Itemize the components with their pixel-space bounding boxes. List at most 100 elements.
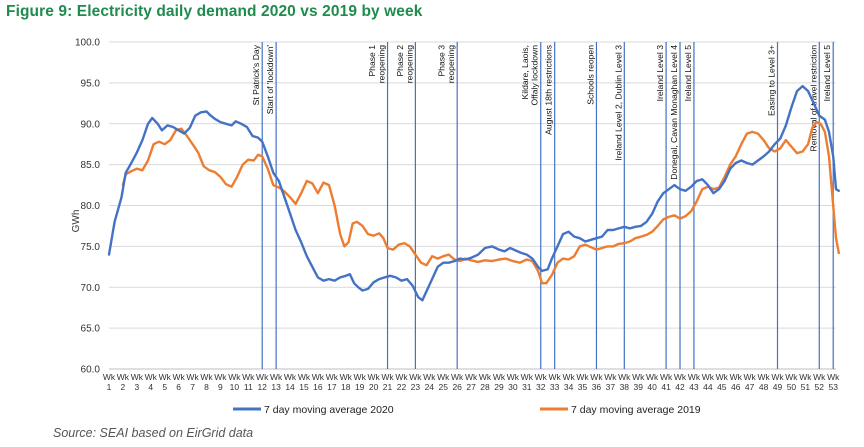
- x-tick-label: 37: [606, 382, 616, 392]
- x-tick-label: 13: [271, 382, 281, 392]
- x-tick-prefix: Wk: [242, 372, 255, 382]
- x-tick-label: 32: [536, 382, 546, 392]
- event-annotation-label: Schools reopen: [585, 45, 595, 105]
- x-tick-prefix: Wk: [409, 372, 422, 382]
- x-tick-prefix: Wk: [381, 372, 394, 382]
- y-tick-label: 80.0: [81, 201, 101, 212]
- event-annotation-label: reopening: [377, 45, 387, 83]
- x-tick-label: 30: [508, 382, 518, 392]
- y-tick-label: 90.0: [81, 119, 101, 130]
- x-tick-prefix: Wk: [813, 372, 826, 382]
- x-tick-prefix: Wk: [423, 372, 436, 382]
- x-tick-label: 36: [592, 382, 602, 392]
- x-tick-label: 34: [564, 382, 574, 392]
- x-tick-prefix: Wk: [535, 372, 548, 382]
- x-tick-label: 9: [218, 382, 223, 392]
- x-tick-label: 43: [689, 382, 699, 392]
- x-tick-prefix: Wk: [632, 372, 645, 382]
- x-tick-label: 33: [550, 382, 560, 392]
- gridlines: [109, 41, 836, 370]
- x-tick-prefix: Wk: [465, 372, 478, 382]
- event-annotation-label: reopening: [446, 45, 456, 83]
- x-tick-label: 10: [230, 382, 240, 392]
- x-tick-label: 52: [815, 382, 825, 392]
- series-line-2019: [121, 120, 840, 285]
- y-tick-label: 85.0: [81, 160, 101, 171]
- x-tick-prefix: Wk: [507, 372, 520, 382]
- x-tick-prefix: Wk: [159, 372, 172, 382]
- x-tick-label: 29: [494, 382, 504, 392]
- x-tick-label: 53: [828, 382, 838, 392]
- x-tick-prefix: Wk: [521, 372, 534, 382]
- event-markers: St Patrick's Day Start of 'lockdown' Phase…: [251, 42, 834, 369]
- event-annotation-label: Ireland Level 3: [655, 45, 665, 102]
- event-annotation-label: August 18th restrictions: [544, 45, 554, 135]
- event-annotation-label: Donegal, Cavan Monaghan Level 4: [669, 45, 679, 180]
- x-tick-label: 15: [299, 382, 309, 392]
- x-tick-label: 19: [355, 382, 365, 392]
- x-tick-prefix: Wk: [799, 372, 812, 382]
- x-tick-label: 42: [675, 382, 685, 392]
- event-annotation-label: Easing to Level 3+: [767, 45, 777, 116]
- event-annotation-label: St Patrick's Day: [251, 44, 261, 105]
- y-tick-label: 60.0: [81, 365, 101, 376]
- x-tick-prefix: Wk: [437, 372, 450, 382]
- x-tick-prefix: Wk: [493, 372, 506, 382]
- x-tick-label: 6: [176, 382, 181, 392]
- y-axis-label: GWh: [71, 210, 82, 233]
- x-tick-label: 25: [439, 382, 449, 392]
- x-tick-label: 7: [190, 382, 195, 392]
- x-tick-prefix: Wk: [590, 372, 603, 382]
- event-annotation-label: Offaly lockdown: [530, 45, 540, 106]
- x-tick-prefix: Wk: [827, 372, 840, 382]
- event-annotation-label: reopening: [404, 45, 414, 83]
- x-tick-prefix: Wk: [771, 372, 784, 382]
- x-tick-prefix: Wk: [312, 372, 325, 382]
- y-tick-label: 95.0: [81, 78, 101, 89]
- x-axis: Wk1Wk2Wk3Wk4Wk5Wk6Wk7Wk8Wk9Wk10Wk11Wk12W…: [103, 372, 840, 392]
- x-tick-label: 48: [759, 382, 769, 392]
- x-tick-prefix: Wk: [604, 372, 617, 382]
- x-tick-prefix: Wk: [688, 372, 701, 382]
- legend-label-2020: 7 day moving average 2020: [264, 404, 394, 416]
- y-tick-label: 100.0: [75, 38, 100, 49]
- x-tick-prefix: Wk: [228, 372, 241, 382]
- x-tick-label: 46: [731, 382, 741, 392]
- x-tick-label: 18: [341, 382, 351, 392]
- event-annotation-label: Start of 'lockdown': [265, 45, 275, 115]
- x-tick-label: 11: [244, 382, 253, 392]
- x-tick-prefix: Wk: [256, 372, 269, 382]
- x-tick-prefix: Wk: [354, 372, 367, 382]
- x-tick-prefix: Wk: [131, 372, 144, 382]
- x-tick-label: 12: [257, 382, 267, 392]
- y-tick-label: 75.0: [81, 242, 101, 253]
- x-tick-label: 26: [452, 382, 462, 392]
- event-annotation-label: Ireland Level 2, Dublin Level 3: [613, 45, 623, 161]
- x-tick-label: 23: [411, 382, 421, 392]
- event-annotation-label: Ireland Level 5: [822, 45, 832, 102]
- x-tick-prefix: Wk: [395, 372, 408, 382]
- event-annotation-label: Kildare, Laois,: [520, 45, 530, 99]
- event-annotation-label: Phase 1: [367, 45, 377, 77]
- x-tick-prefix: Wk: [674, 372, 687, 382]
- x-tick-prefix: Wk: [646, 372, 659, 382]
- event-annotation-label: Ireland Level 5: [683, 45, 693, 102]
- x-tick-label: 5: [162, 382, 167, 392]
- x-tick-label: 3: [134, 382, 139, 392]
- x-tick-prefix: Wk: [200, 372, 213, 382]
- x-tick-prefix: Wk: [326, 372, 339, 382]
- x-tick-prefix: Wk: [549, 372, 562, 382]
- x-tick-prefix: Wk: [716, 372, 729, 382]
- x-tick-prefix: Wk: [744, 372, 757, 382]
- x-tick-prefix: Wk: [145, 372, 158, 382]
- x-tick-label: 51: [801, 382, 811, 392]
- x-tick-label: 49: [773, 382, 783, 392]
- x-tick-prefix: Wk: [367, 372, 380, 382]
- x-tick-prefix: Wk: [479, 372, 492, 382]
- x-tick-label: 39: [633, 382, 643, 392]
- figure-title: Figure 9: Electricity daily demand 2020 …: [6, 3, 423, 20]
- x-tick-prefix: Wk: [172, 372, 185, 382]
- x-tick-label: 45: [717, 382, 727, 392]
- x-tick-label: 1: [107, 382, 112, 392]
